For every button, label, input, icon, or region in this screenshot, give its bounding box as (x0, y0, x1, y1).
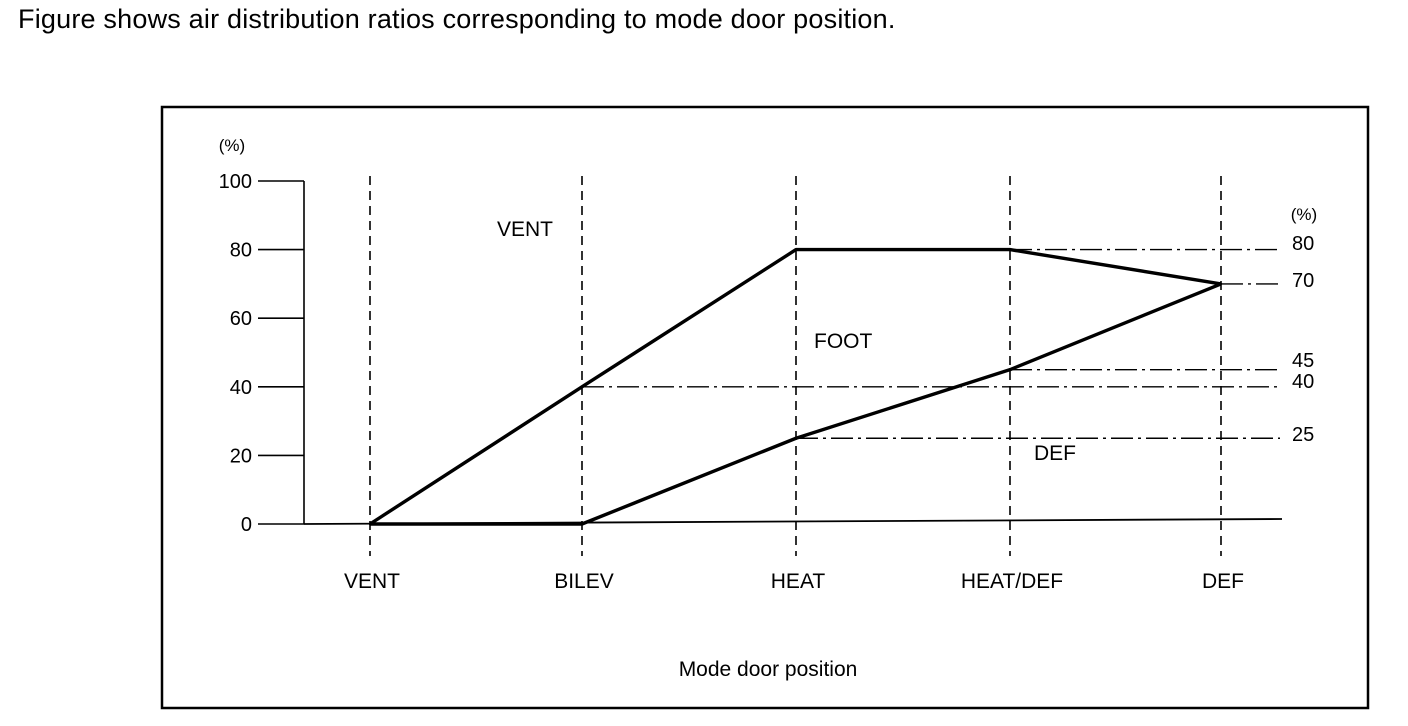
y-tick-label-80: 80 (230, 240, 252, 262)
boundary-1-point-4 (1219, 282, 1223, 286)
boundary-1-point-3 (1008, 368, 1012, 371)
region-label-vent: VENT (497, 218, 553, 241)
y-tick-label-100: 100 (219, 171, 252, 193)
x-category-label-2: HEAT (771, 570, 826, 593)
region-label-foot: FOOT (814, 330, 872, 353)
x-category-label-1: BILEV (554, 570, 614, 593)
right-marker-label-40: 40 (1292, 371, 1314, 393)
boundary-0-point-1 (580, 385, 584, 388)
boundary-0-point-3 (1008, 248, 1012, 251)
boundary-0-point-2 (794, 248, 798, 251)
boundary-1-point-1 (580, 522, 584, 526)
right-marker-label-70: 70 (1292, 270, 1314, 292)
right-marker-label-45: 45 (1292, 350, 1314, 372)
y-tick-label-40: 40 (230, 377, 252, 399)
right-unit-label: (%) (1291, 205, 1317, 224)
x-category-label-4: DEF (1202, 570, 1244, 593)
y-tick-label-60: 60 (230, 308, 252, 330)
boundary-1-point-0 (368, 522, 372, 526)
y-tick-label-20: 20 (230, 445, 252, 467)
chart-frame (160, 105, 1370, 710)
figure-caption: Figure shows air distribution ratios cor… (18, 4, 896, 34)
x-axis-title: Mode door position (679, 658, 858, 681)
y-tick-label-0: 0 (241, 514, 252, 536)
x-category-label-3: HEAT/DEF (961, 570, 1063, 593)
region-label-def: DEF (1034, 442, 1076, 465)
boundary-1-point-2 (794, 437, 798, 440)
right-marker-label-25: 25 (1292, 424, 1314, 446)
x-category-label-0: VENT (344, 570, 400, 593)
right-marker-label-80: 80 (1292, 233, 1314, 255)
y-unit-label: (%) (219, 136, 245, 155)
